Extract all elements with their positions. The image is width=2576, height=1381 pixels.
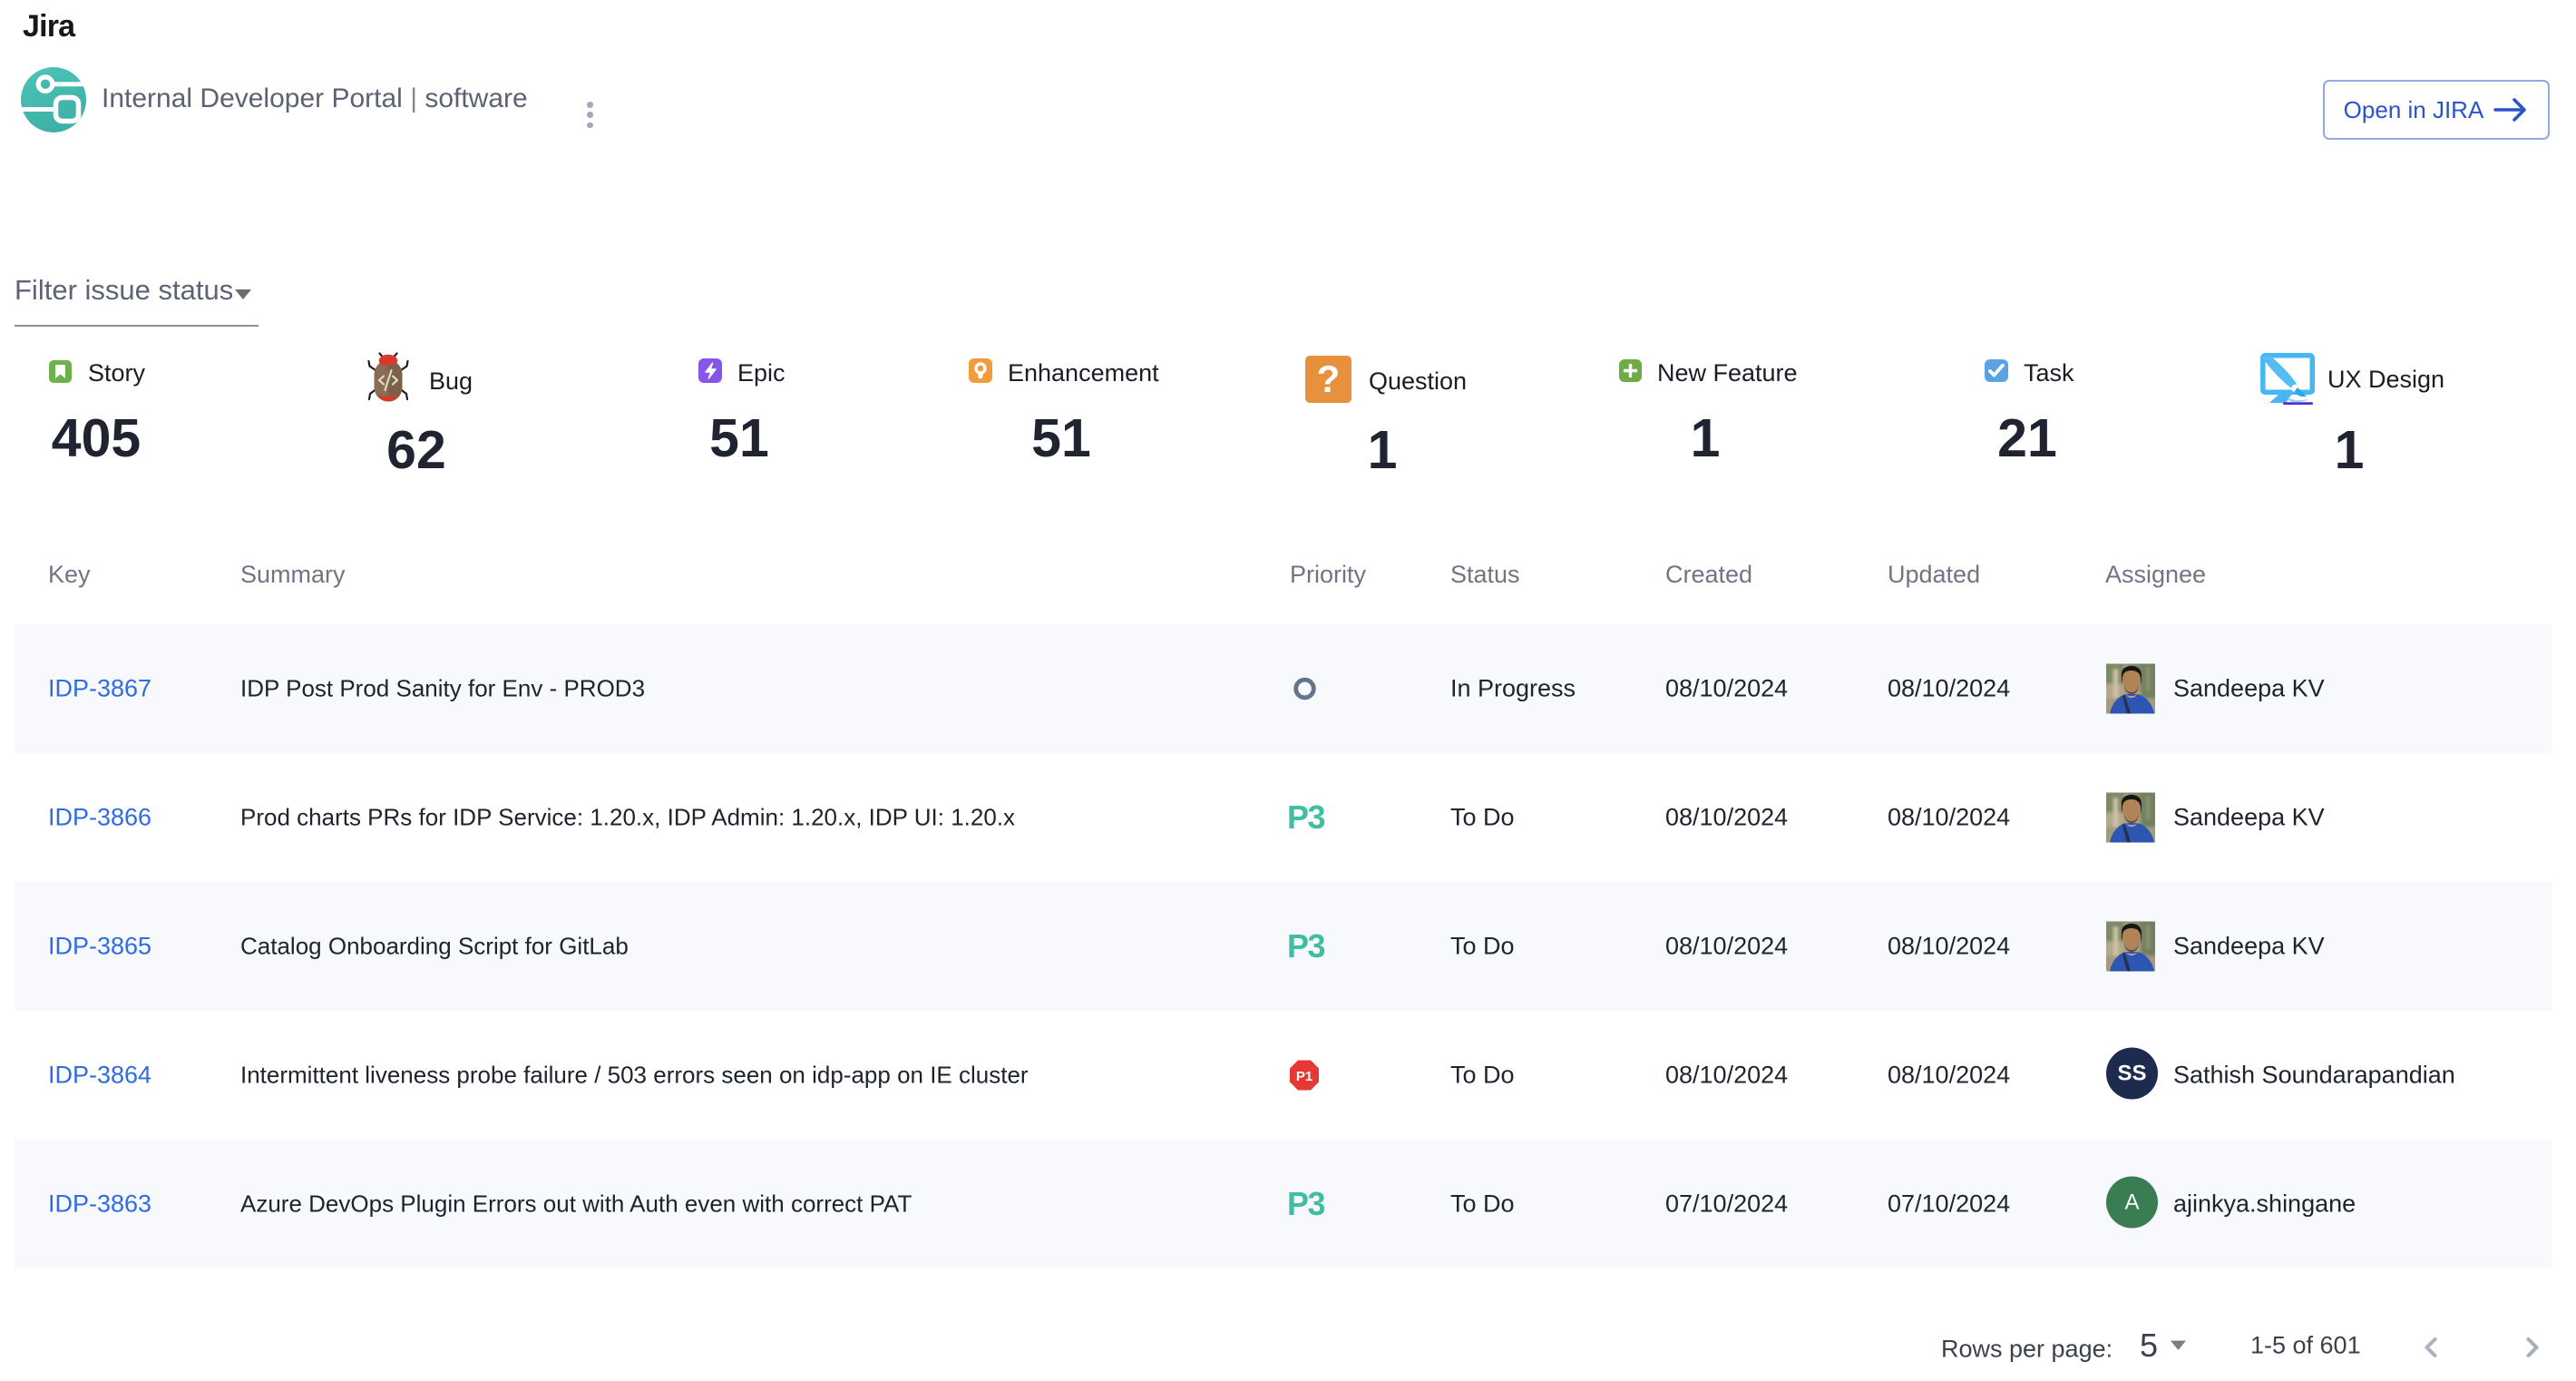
svg-text:P1: P1 (1296, 1069, 1312, 1084)
